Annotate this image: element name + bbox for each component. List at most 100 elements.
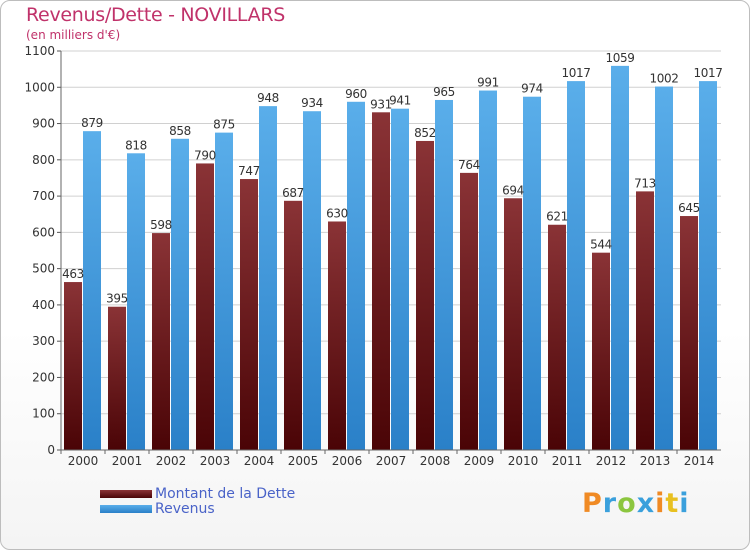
legend-swatch-dette: [100, 490, 152, 498]
bar-revenus-2001: [127, 153, 145, 450]
bar-dette-2012: [592, 252, 610, 450]
bar-dette-2001: [108, 306, 126, 450]
bar-revenus-2012: [611, 65, 629, 450]
bar-revenus-2002: [171, 138, 189, 450]
logo-letter: t: [665, 488, 680, 519]
data-label-revenus-2012: 1059: [606, 51, 635, 65]
x-tick-label: 2005: [288, 454, 319, 468]
bar-revenus-2008: [435, 99, 453, 450]
bar-revenus-2000: [83, 131, 101, 450]
y-tick-label: 300: [32, 334, 55, 348]
bar-revenus-2013: [655, 86, 673, 450]
bar-dette-2005: [284, 200, 302, 450]
data-label-revenus-2010: 974: [521, 82, 543, 96]
bar-revenus-2003: [215, 132, 233, 450]
proxiti-logo: Proxiti: [582, 488, 690, 519]
x-tick-label: 2007: [376, 454, 407, 468]
x-tick-label: 2003: [200, 454, 231, 468]
x-tick-label: 2012: [596, 454, 627, 468]
y-tick-label: 200: [32, 370, 55, 384]
x-tick-label: 2008: [420, 454, 451, 468]
logo-letter: i: [679, 488, 690, 519]
bar-revenus-2004: [259, 106, 277, 450]
data-label-dette-2001: 395: [106, 292, 128, 306]
data-label-revenus-2004: 948: [257, 91, 279, 105]
x-tick-label: 2011: [552, 454, 583, 468]
data-label-revenus-2007: 941: [389, 94, 411, 108]
bar-dette-2003: [196, 163, 214, 451]
logo-letter: r: [602, 488, 618, 519]
x-tick-label: 2014: [684, 454, 715, 468]
bar-revenus-2005: [303, 111, 321, 450]
data-label-revenus-2013: 1002: [650, 72, 679, 86]
data-label-dette-2003: 790: [194, 148, 216, 162]
data-label-revenus-2003: 875: [213, 118, 235, 132]
data-label-revenus-2002: 858: [169, 124, 191, 138]
logo-letter: x: [636, 488, 656, 519]
legend-label-dette: Montant de la Dette: [155, 486, 296, 502]
data-label-revenus-2009: 991: [477, 76, 499, 90]
bar-dette-2002: [152, 233, 170, 450]
data-label-dette-2004: 747: [238, 164, 260, 178]
data-label-dette-2002: 598: [150, 218, 172, 232]
bar-dette-2008: [416, 140, 434, 450]
bar-revenus-2006: [347, 101, 365, 451]
data-label-revenus-2000: 879: [81, 116, 103, 130]
data-label-dette-2010: 694: [502, 183, 524, 197]
x-tick-label: 2000: [68, 454, 99, 468]
y-tick-label: 1000: [24, 80, 55, 94]
data-label-dette-2007: 931: [370, 97, 392, 111]
bar-dette-2000: [64, 282, 82, 450]
data-label-dette-2005: 687: [282, 186, 304, 200]
data-label-dette-2008: 852: [414, 126, 436, 140]
bar-dette-2011: [548, 224, 566, 450]
data-label-revenus-2008: 965: [433, 85, 455, 99]
bar-revenus-2014: [699, 81, 717, 451]
data-label-revenus-2006: 960: [345, 87, 367, 101]
x-tick-label: 2010: [508, 454, 539, 468]
data-label-dette-2013: 713: [634, 176, 656, 190]
bar-dette-2006: [328, 221, 346, 450]
bar-dette-2007: [372, 112, 390, 451]
x-tick-label: 2002: [156, 454, 187, 468]
x-tick-label: 2009: [464, 454, 495, 468]
y-tick-label: 800: [32, 153, 55, 167]
chart-title: Revenus/Dette - NOVILLARS: [26, 4, 286, 26]
data-label-revenus-2011: 1017: [562, 66, 591, 80]
legend-label-revenus: Revenus: [155, 501, 215, 517]
logo-letter: P: [582, 488, 603, 519]
legend-swatch-revenus: [100, 505, 152, 513]
bar-revenus-2011: [567, 81, 585, 451]
data-label-dette-2014: 645: [678, 201, 700, 215]
bar-dette-2013: [636, 191, 654, 450]
bar-dette-2014: [680, 216, 698, 450]
y-tick-label: 900: [32, 117, 55, 131]
logo-letter: i: [655, 488, 666, 519]
data-label-dette-2012: 544: [590, 238, 612, 252]
bar-dette-2010: [504, 198, 522, 450]
y-tick-label: 600: [32, 225, 55, 239]
y-tick-label: 500: [32, 262, 55, 276]
x-tick-label: 2004: [244, 454, 275, 468]
bar-revenus-2009: [479, 90, 497, 451]
bar-revenus-2010: [523, 96, 541, 450]
bar-dette-2004: [240, 179, 258, 450]
data-label-revenus-2005: 934: [301, 96, 323, 110]
x-tick-label: 2013: [640, 454, 671, 468]
data-label-dette-2000: 463: [62, 267, 84, 281]
data-label-revenus-2001: 818: [125, 138, 147, 152]
data-label-dette-2009: 764: [458, 158, 480, 172]
axes: 0 100 200 300 400 500 600 700 800 900 1000 1100 2000…: [24, 44, 721, 468]
x-tick-label: 2006: [332, 454, 363, 468]
bar-revenus-2007: [391, 108, 409, 450]
y-tick-label: 700: [32, 189, 55, 203]
bars: [64, 65, 717, 451]
y-tick-label: 400: [32, 298, 55, 312]
data-label-revenus-2014: 1017: [694, 66, 723, 80]
y-tick-label: 1100: [24, 44, 55, 58]
chart-subtitle: (en milliers d'€): [26, 28, 121, 42]
data-label-dette-2011: 621: [546, 210, 568, 224]
logo-letter: o: [617, 488, 637, 519]
